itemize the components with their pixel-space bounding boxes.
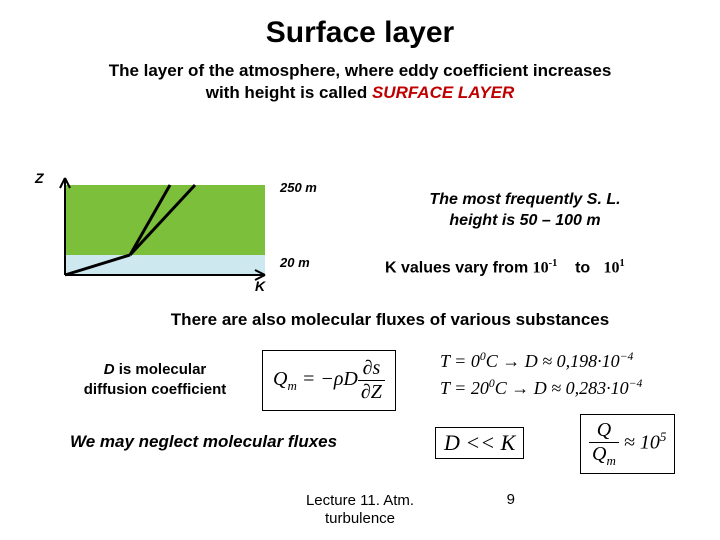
temp-eq-1: T = 00C → D ≈ 0,198·10−4: [440, 348, 642, 375]
chart-top-label: 250 m: [280, 180, 317, 195]
footer-line1: Lecture 11. Atm.: [306, 492, 414, 509]
temperature-equations: T = 00C → D ≈ 0,198·10−4 T = 200C → D ≈ …: [440, 348, 642, 402]
footer-line2: turbulence: [325, 510, 395, 527]
chart-bottom-label: 20 m: [280, 255, 310, 270]
footer: Lecture 11. Atm. turbulence: [0, 492, 720, 528]
slide-title: Surface layer: [0, 0, 720, 50]
equation-qm: Qm = −ρD∂s∂Z: [262, 350, 396, 411]
page-number: 9: [507, 491, 515, 508]
k-values-text: K values vary from 10-1 to 101: [385, 258, 705, 277]
axis-label-z: Z: [35, 170, 44, 186]
sl-height-line1: The most frequently S. L.: [429, 191, 620, 208]
chart-svg: [55, 175, 270, 290]
d-coefficient-text: D is molecular diffusion coefficient: [70, 360, 240, 399]
slide: Surface layer The layer of the atmospher…: [0, 0, 720, 540]
equation-ratio: QQm ≈ 105: [580, 414, 675, 474]
subtitle-line1: The layer of the atmosphere, where eddy …: [109, 61, 612, 80]
sl-height-text: The most frequently S. L. height is 50 –…: [385, 190, 665, 232]
equation-d-lt-k: D << K: [435, 427, 524, 459]
molecular-fluxes-text: There are also molecular fluxes of vario…: [90, 310, 690, 330]
slide-subtitle: The layer of the atmosphere, where eddy …: [0, 60, 720, 104]
sl-height-line2: height is 50 – 100 m: [449, 212, 600, 229]
subtitle-line2a: with height is called: [206, 83, 372, 102]
temp-eq-2: T = 200C → D ≈ 0,283·10−4: [440, 375, 642, 402]
neglect-text: We may neglect molecular fluxes: [70, 432, 337, 452]
subtitle-highlight: SURFACE LAYER: [372, 83, 514, 102]
chart: [55, 175, 270, 290]
